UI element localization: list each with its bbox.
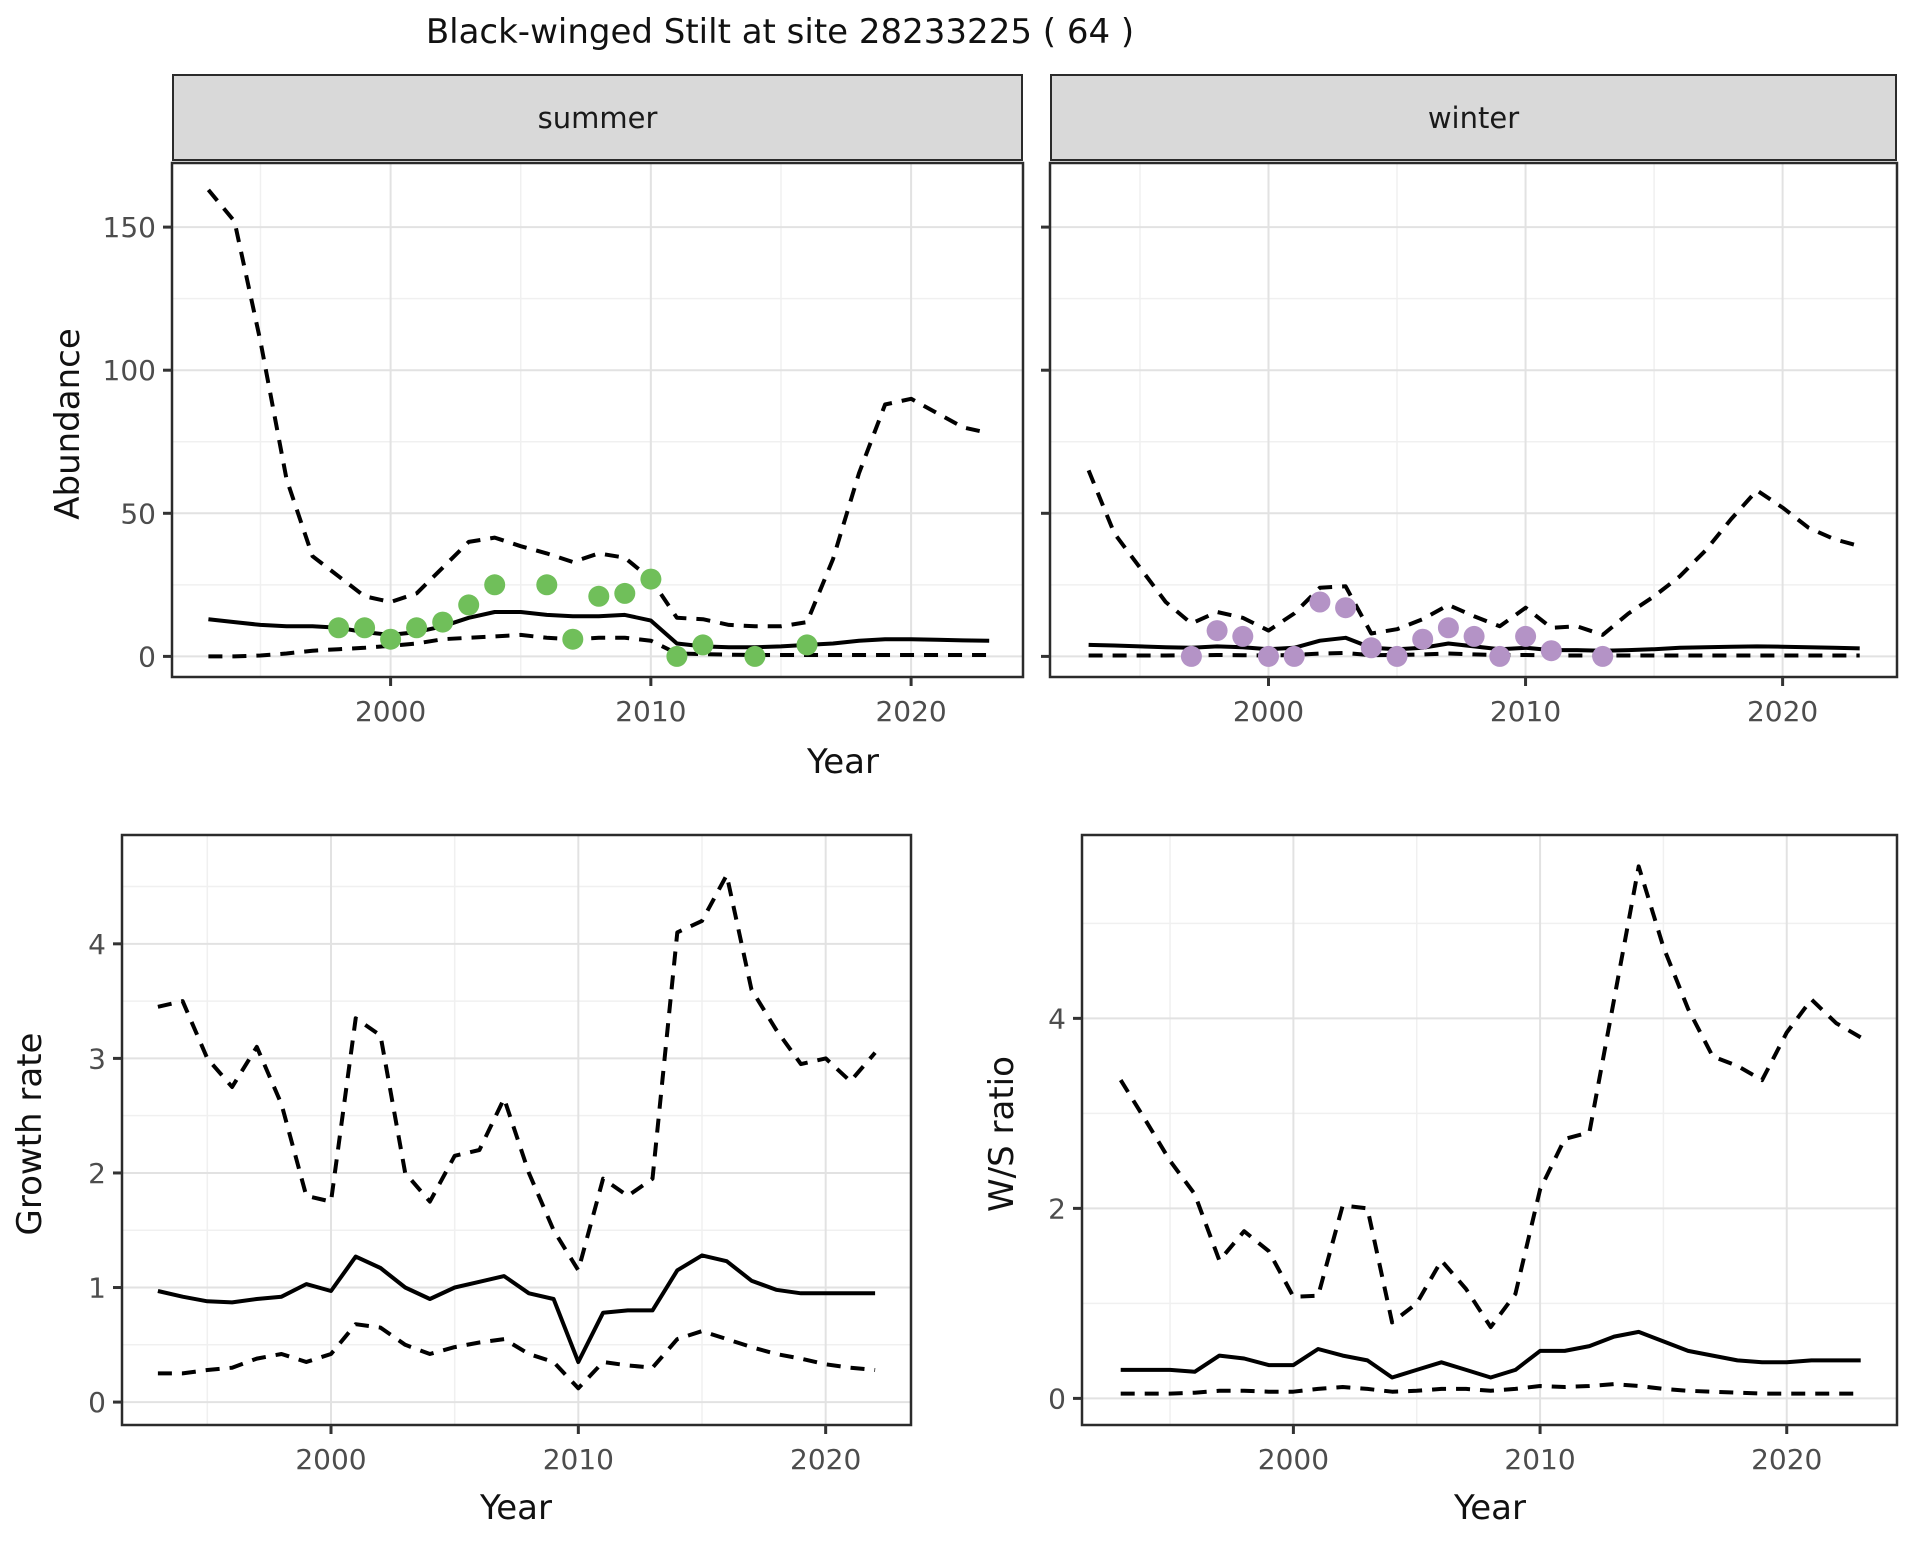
data-point bbox=[1592, 645, 1614, 667]
data-point bbox=[458, 594, 480, 616]
y-tick-label: 150 bbox=[103, 211, 156, 244]
series-mean bbox=[208, 610, 990, 650]
data-point bbox=[1309, 591, 1331, 613]
facet-strip-winter-label: winter bbox=[1427, 100, 1520, 135]
facet-strip-summer: summer bbox=[172, 74, 1023, 161]
data-point bbox=[484, 574, 506, 596]
data-point bbox=[666, 645, 688, 667]
data-point bbox=[1232, 625, 1254, 647]
y-tick-label: 4 bbox=[1048, 1002, 1066, 1035]
panel-border bbox=[120, 833, 913, 1427]
panel-abundance_winter: 2000 2010 2020 bbox=[1041, 161, 1899, 728]
data-point bbox=[1540, 640, 1562, 662]
data-point bbox=[536, 574, 558, 596]
x-tick-label: 2000 bbox=[355, 695, 426, 728]
series-upper_ci bbox=[1086, 469, 1861, 637]
series-lower_ci bbox=[208, 632, 990, 659]
x-tick-label: 2010 bbox=[543, 1443, 614, 1476]
data-point bbox=[328, 617, 350, 639]
y-tick-label: 100 bbox=[103, 354, 156, 387]
series-lower_ci bbox=[1088, 651, 1860, 658]
x-tick-label: 2020 bbox=[1751, 1443, 1822, 1476]
y-tick-label: 50 bbox=[120, 497, 156, 530]
data-point bbox=[354, 617, 376, 639]
x-tick-label: 2010 bbox=[1504, 1443, 1575, 1476]
x-tick-label: 2010 bbox=[615, 695, 686, 728]
points-observed_counts bbox=[328, 568, 818, 667]
data-point bbox=[796, 634, 818, 656]
data-point bbox=[380, 628, 402, 650]
data-point bbox=[614, 582, 636, 604]
data-point bbox=[1360, 637, 1382, 659]
data-point bbox=[692, 634, 714, 656]
data-point bbox=[1386, 645, 1408, 667]
data-point bbox=[1463, 625, 1485, 647]
data-point bbox=[406, 617, 428, 639]
data-point bbox=[1412, 628, 1434, 650]
chart-title: Black-winged Stilt at site 28233225 ( 64… bbox=[425, 12, 1135, 52]
data-point bbox=[744, 645, 766, 667]
y-tick-label: 4 bbox=[88, 928, 106, 961]
data-point bbox=[432, 611, 454, 633]
facet-strip-winter: winter bbox=[1050, 74, 1897, 161]
series-upper_ci bbox=[206, 188, 990, 629]
data-point bbox=[1206, 620, 1228, 642]
y-axis-title-growth-rate: Growth rate bbox=[10, 1032, 50, 1236]
y-tick-label: 0 bbox=[88, 1386, 106, 1419]
panel-border bbox=[170, 161, 1025, 679]
y-tick-label: 2 bbox=[1048, 1192, 1066, 1225]
x-tick-label: 2020 bbox=[1747, 695, 1818, 728]
x-tick-label: 2020 bbox=[790, 1443, 861, 1476]
data-point bbox=[1437, 617, 1459, 639]
data-point bbox=[1258, 645, 1279, 667]
y-axis-title-abundance: Abundance bbox=[48, 328, 88, 520]
data-point bbox=[1283, 645, 1305, 667]
series-upper_ci bbox=[157, 873, 877, 1273]
x-tick-label: 2000 bbox=[295, 1443, 366, 1476]
y-tick-label: 0 bbox=[1048, 1382, 1066, 1415]
x-tick-label: 2010 bbox=[1490, 695, 1561, 728]
data-point bbox=[1515, 625, 1537, 647]
y-tick-label: 3 bbox=[88, 1042, 106, 1075]
panel-growth_rate: 2000 2010 2020 0 1 2 3 4 bbox=[88, 833, 913, 1476]
series-lower_ci bbox=[157, 1322, 876, 1391]
x-tick-label: 2020 bbox=[875, 695, 946, 728]
data-point bbox=[640, 568, 662, 590]
x-tick-label: 2000 bbox=[1233, 695, 1304, 728]
y-axis-title-ws-ratio: W/S ratio bbox=[982, 1056, 1022, 1212]
panel-ws_ratio: 2000 2010 2020 0 2 4 bbox=[1048, 833, 1899, 1476]
y-tick-label: 2 bbox=[88, 1157, 106, 1190]
facet-strip-summer-label: summer bbox=[537, 100, 658, 135]
data-point bbox=[588, 585, 610, 607]
series-mean bbox=[1120, 1329, 1861, 1380]
x-axis-title-top: Year bbox=[807, 742, 879, 782]
data-point bbox=[1489, 645, 1511, 667]
x-tick-label: 2000 bbox=[1258, 1443, 1329, 1476]
data-point bbox=[1180, 645, 1202, 667]
panel-border bbox=[1048, 161, 1899, 679]
series-mean bbox=[157, 1253, 876, 1364]
x-axis-title-growth: Year bbox=[480, 1488, 552, 1528]
y-tick-label: 1 bbox=[88, 1272, 106, 1305]
panel-border bbox=[1080, 833, 1899, 1427]
y-tick-label: 0 bbox=[138, 640, 156, 673]
series-upper_ci bbox=[1118, 864, 1862, 1330]
panel-abundance_summer: 2000 2010 2020 0 50 100 150 bbox=[103, 161, 1025, 728]
data-point bbox=[562, 628, 584, 650]
x-axis-title-ws: Year bbox=[1454, 1488, 1526, 1528]
data-point bbox=[1335, 597, 1357, 619]
series-lower_ci bbox=[1120, 1382, 1861, 1396]
points-observed_counts bbox=[1180, 591, 1614, 667]
